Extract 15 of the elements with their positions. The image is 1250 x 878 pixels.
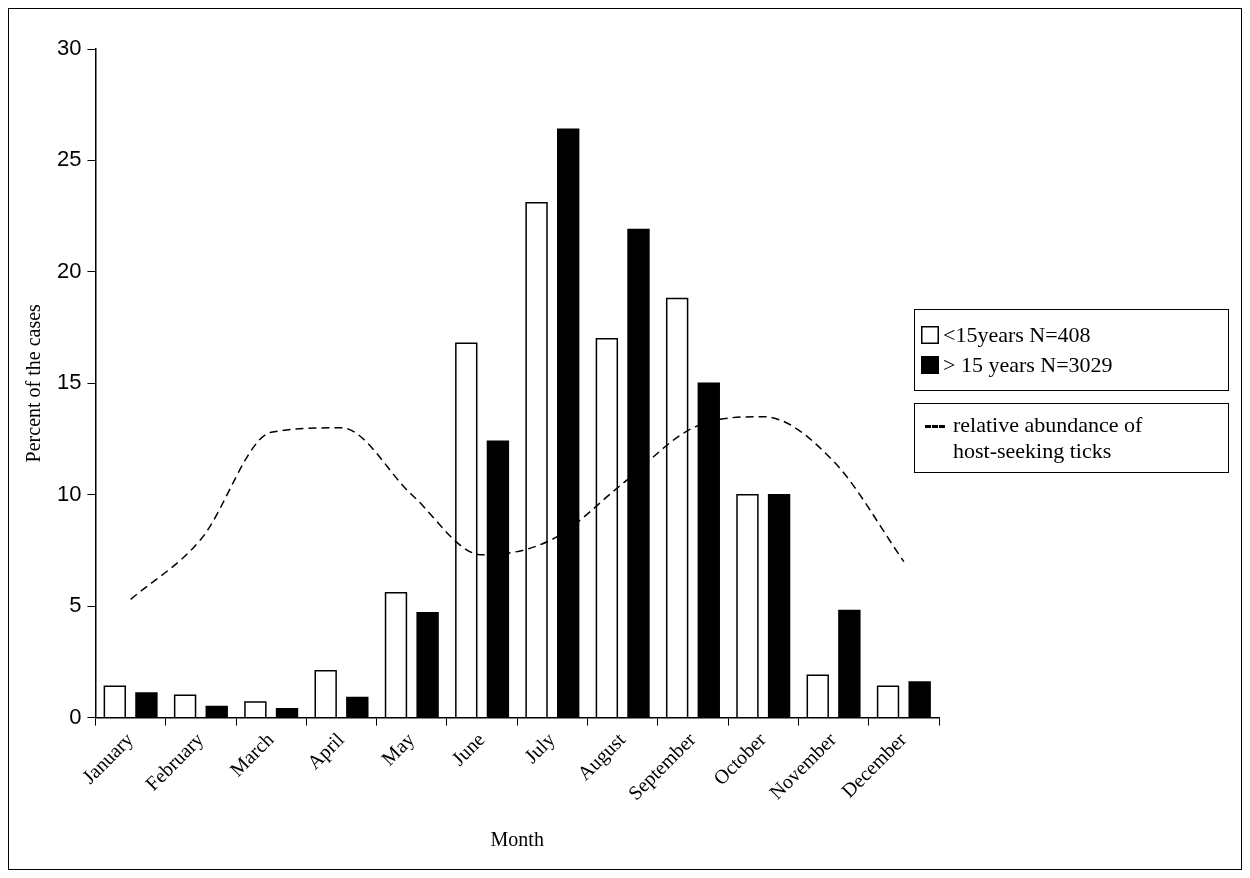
y-tick-label: 10 bbox=[56, 480, 82, 506]
x-tick-label: June bbox=[447, 727, 489, 770]
legend-label: <15years N=408 bbox=[943, 322, 1091, 348]
x-axis-title: Month bbox=[490, 828, 544, 851]
y-tick-label: 30 bbox=[56, 35, 82, 61]
x-tick-label: July bbox=[519, 728, 560, 768]
y-tick-label: 20 bbox=[56, 257, 82, 283]
legend-label: relative abundance of host-seeking ticks bbox=[953, 412, 1144, 464]
x-tick-label: May bbox=[376, 728, 420, 771]
y-tick-label: 5 bbox=[69, 592, 82, 618]
y-axis-title: Percent of the cases bbox=[22, 303, 45, 463]
y-tick-label: 0 bbox=[69, 703, 82, 729]
y-tick-label: 15 bbox=[56, 369, 82, 395]
legend-label: > 15 years N=3029 bbox=[943, 352, 1113, 378]
y-tick-label: 25 bbox=[56, 146, 82, 172]
